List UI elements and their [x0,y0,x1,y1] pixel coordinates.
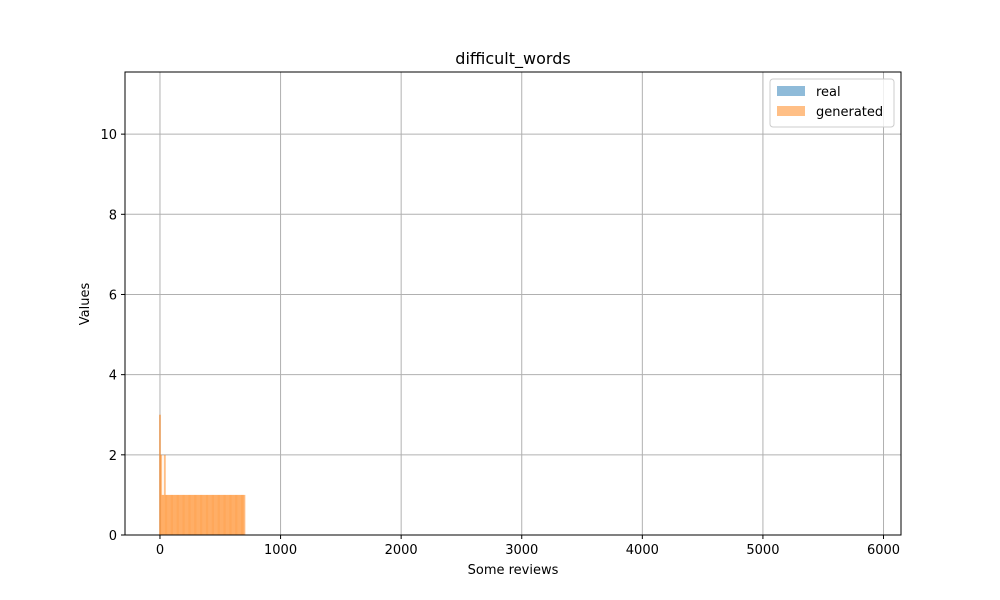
bar-generated [238,494,241,535]
x-tick-label: 1000 [264,543,297,558]
bar-generated [237,494,240,535]
chart-title: difficult_words [455,49,570,69]
x-tick-label: 0 [156,543,164,558]
legend-swatch-real [777,86,805,96]
bar-generated [173,494,176,535]
bar-generated [234,494,237,535]
legend-label-generated: generated [816,105,883,120]
bar-generated [233,494,236,535]
x-tick-label: 6000 [867,543,900,558]
bar-generated [227,494,230,535]
bar-generated [195,494,198,535]
bar-generated [222,494,225,535]
bar-generated [204,494,207,535]
legend: real generated [769,78,895,128]
y-tick-label: 8 [109,208,117,223]
bar-generated [161,494,164,535]
x-axis-label: Some reviews [468,563,559,578]
bar-generated [224,494,227,535]
bar-generated [243,494,246,535]
bar-generated [221,494,224,535]
bar-generated [218,494,221,535]
y-tick-label: 10 [100,128,117,143]
bar-generated [187,494,190,535]
bar-generated [239,494,242,535]
bar-generated [198,494,201,535]
bar-generated [184,494,187,535]
bar-generated [209,494,212,535]
bar-generated [197,494,200,535]
bar-generated [177,494,180,535]
bar-generated [242,494,245,535]
bar-generated [190,494,193,535]
bar-generated [159,414,161,535]
bar-generated [180,494,183,535]
bar-generated [200,494,202,535]
y-tick-label: 2 [109,449,117,464]
bar-generated [241,494,243,535]
bar-generated [172,494,175,535]
bar-generated [192,494,195,535]
bar-generated [236,494,239,535]
bar-generated [216,494,219,535]
bar-generated [196,494,199,535]
bar-generated [213,494,216,535]
bar-generated [168,494,171,535]
bar-generated [162,494,165,535]
bar-generated [169,494,172,535]
bar-generated [203,494,206,535]
bar-generated [191,494,194,535]
bar-generated [207,494,210,535]
bar-generated [230,494,233,535]
ticks: 0 1000 2000 3000 4000 5000 6000 0 2 4 6 8 10 [100,128,900,558]
x-tick-label: 3000 [505,543,538,558]
bar-generated [206,494,208,535]
bar-generated [202,494,205,535]
x-tick-label: 2000 [385,543,418,558]
bar-generated [178,494,181,535]
grid [125,72,901,536]
bar-generated [174,494,177,535]
bar-generated [193,494,196,535]
x-tick-label: 4000 [626,543,659,558]
bar-generated [183,494,186,535]
bar-generated [228,494,231,535]
plot-frame [124,71,902,536]
bar-generated [181,494,184,535]
bar-generated [201,494,204,535]
y-axis-label: Values [78,283,93,326]
bars [159,414,246,535]
bar-generated [171,494,173,535]
x-tick-label: 5000 [746,543,779,558]
bar-generated [214,494,217,535]
bar-generated [160,454,163,535]
bar-generated [231,494,234,535]
bar-generated [185,494,188,535]
bar-generated [212,494,214,535]
bar-generated [163,454,166,535]
bar-generated [165,494,167,535]
bar-generated [179,494,182,535]
bar-generated [208,494,211,535]
y-tick-label: 0 [109,529,117,544]
bar-generated [220,494,223,535]
bar-generated [166,494,169,535]
bar-generated [226,494,229,535]
y-tick-label: 6 [109,288,117,303]
bar-generated [215,494,218,535]
bar-generated [189,494,192,535]
bar-generated [225,494,228,535]
bar-generated [167,494,170,535]
bar-generated [186,494,189,535]
legend-label-real: real [816,85,841,100]
bar-generated [175,494,178,535]
y-tick-label: 4 [109,369,117,384]
bar-generated [210,494,213,535]
bar-generated [219,494,222,535]
legend-swatch-generated [777,106,805,116]
bar-generated [232,494,235,535]
